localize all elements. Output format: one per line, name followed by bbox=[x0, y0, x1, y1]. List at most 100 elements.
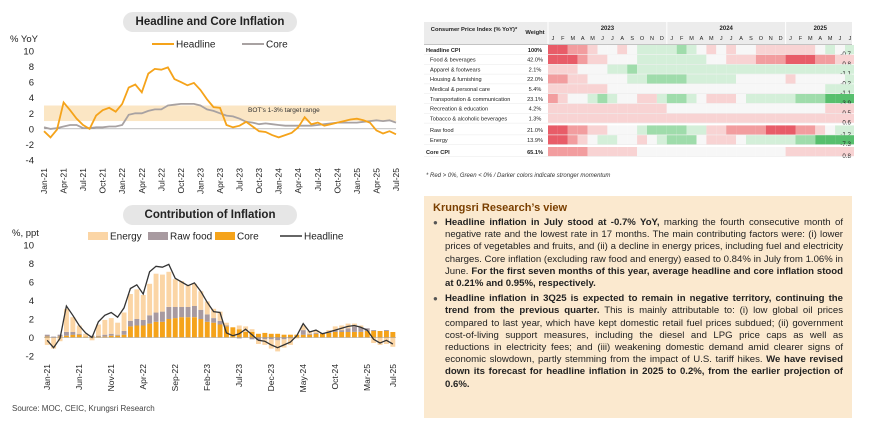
heat-cell bbox=[765, 54, 776, 64]
heat-cell bbox=[666, 94, 677, 104]
bar-core bbox=[262, 332, 268, 338]
bar-core bbox=[140, 325, 146, 338]
x-tick-label: Sep-22 bbox=[170, 364, 180, 392]
heat-cell bbox=[835, 113, 845, 123]
heat-cell bbox=[775, 45, 786, 55]
heat-cell bbox=[775, 64, 786, 74]
heat-cell bbox=[795, 54, 806, 64]
x-tick-label: Feb-23 bbox=[202, 364, 212, 391]
heat-cell bbox=[845, 84, 854, 94]
heat-cell bbox=[577, 94, 588, 104]
chart2-title: Contribution of Inflation bbox=[123, 205, 297, 225]
heat-cell bbox=[716, 74, 727, 84]
bar-energy bbox=[377, 337, 383, 345]
bar-energy bbox=[121, 312, 127, 331]
bar-core bbox=[160, 321, 165, 338]
heat-cell bbox=[835, 54, 845, 64]
heat-cell bbox=[627, 74, 638, 84]
heat-cell bbox=[597, 147, 608, 157]
heat-month-label: J bbox=[789, 36, 792, 42]
bar-raw-food bbox=[192, 306, 197, 318]
bar-core bbox=[332, 332, 338, 338]
heat-row-label: Food & beverages bbox=[430, 58, 476, 64]
heat-cell bbox=[716, 147, 727, 157]
heat-month-label: J bbox=[720, 36, 723, 42]
heat-cell bbox=[775, 54, 786, 64]
heat-cell bbox=[716, 113, 727, 123]
bar-core bbox=[320, 333, 325, 338]
heat-cell bbox=[795, 135, 806, 145]
heat-row-weight: 2.1% bbox=[529, 67, 542, 73]
bar-core bbox=[300, 334, 306, 338]
heat-month-label: A bbox=[581, 36, 585, 42]
heat-cell bbox=[696, 84, 707, 94]
heat-cell bbox=[627, 64, 638, 74]
heat-cell bbox=[805, 125, 816, 135]
heat-cell bbox=[637, 135, 647, 145]
bar-energy bbox=[166, 271, 172, 307]
x-tick-label: Apr-24 bbox=[293, 168, 303, 194]
heat-month-label: O bbox=[640, 36, 645, 42]
bar-core bbox=[153, 321, 159, 338]
heat-cell bbox=[845, 125, 854, 135]
bar-raw-food bbox=[96, 335, 101, 337]
x-tick-label: Jul-23 bbox=[234, 364, 244, 387]
x-tick-label: Oct-24 bbox=[332, 168, 342, 194]
bar-energy bbox=[64, 308, 69, 332]
heat-cell bbox=[825, 113, 836, 123]
heat-cell bbox=[696, 125, 707, 135]
heat-cell bbox=[647, 94, 657, 104]
bar-energy bbox=[294, 337, 300, 339]
heat-cell bbox=[627, 54, 638, 64]
heat-cell bbox=[557, 45, 568, 55]
bar-core bbox=[83, 336, 89, 338]
heat-cell bbox=[577, 74, 588, 84]
y-tick-label: 10 bbox=[23, 241, 34, 252]
heat-cell bbox=[795, 147, 806, 157]
heat-year-label: 2025 bbox=[814, 26, 828, 32]
x-tick-label: Dec-23 bbox=[266, 364, 276, 392]
bar-energy bbox=[179, 281, 185, 307]
heat-cell bbox=[716, 94, 727, 104]
bar-core bbox=[371, 331, 377, 338]
heat-cell bbox=[607, 125, 618, 135]
heat-cell bbox=[686, 74, 697, 84]
heat-cell bbox=[686, 135, 697, 145]
heat-cell bbox=[815, 45, 826, 55]
heat-cell bbox=[617, 45, 628, 55]
bar-core bbox=[166, 319, 172, 338]
heat-month-label: M bbox=[709, 36, 714, 42]
heat-cell bbox=[696, 64, 707, 74]
bar-raw-food bbox=[160, 311, 165, 322]
heat-cell bbox=[587, 147, 598, 157]
heat-cell bbox=[637, 103, 647, 113]
heat-cell bbox=[587, 113, 598, 123]
heat-cell bbox=[785, 113, 796, 123]
heat-cell bbox=[577, 64, 588, 74]
heat-cell bbox=[548, 84, 558, 94]
heat-cell bbox=[637, 64, 647, 74]
heat-cell bbox=[765, 113, 776, 123]
heat-cell bbox=[716, 135, 727, 145]
bar-energy bbox=[198, 291, 204, 310]
heat-cell bbox=[755, 84, 766, 94]
y-tick-label: 0 bbox=[29, 333, 34, 344]
heat-cell bbox=[726, 64, 737, 74]
heat-month-label: F bbox=[680, 36, 684, 42]
heat-cell bbox=[785, 64, 796, 74]
bar-core bbox=[76, 334, 82, 338]
heat-cell bbox=[637, 125, 647, 135]
bar-energy bbox=[358, 325, 364, 328]
heat-cell bbox=[795, 113, 806, 123]
bar-core bbox=[364, 331, 370, 338]
heat-cell bbox=[746, 94, 756, 104]
heat-row-label: Housing & furnishing bbox=[430, 77, 482, 83]
heat-cell bbox=[755, 147, 766, 157]
bar-core bbox=[256, 333, 261, 338]
bar-core bbox=[179, 317, 185, 338]
heat-cell bbox=[746, 147, 756, 157]
bar-energy bbox=[313, 330, 319, 333]
bar-core bbox=[44, 336, 50, 338]
heat-month-label: J bbox=[730, 36, 733, 42]
heat-cell bbox=[795, 45, 806, 55]
